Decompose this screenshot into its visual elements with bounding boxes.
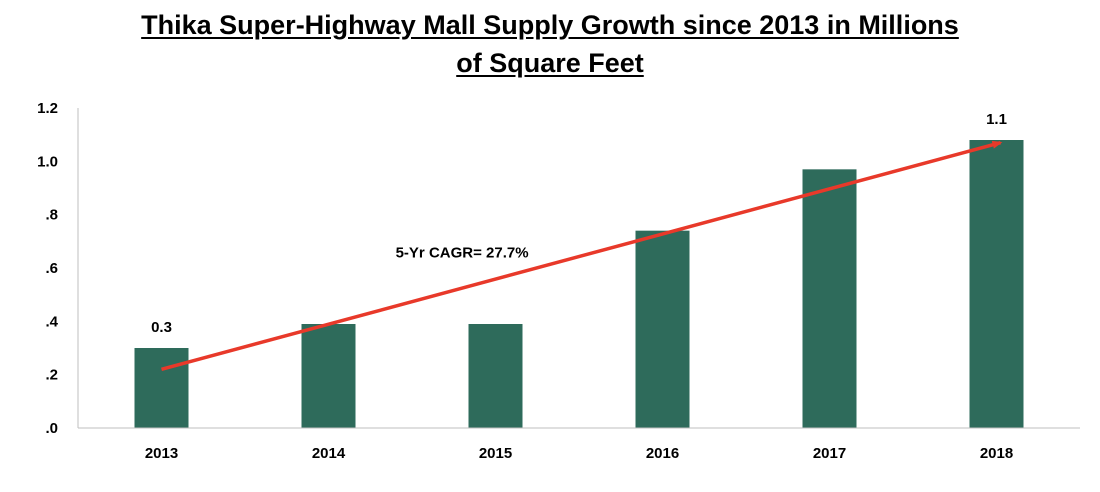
x-axis-ticks: 2013 2014 2015 2016 2017 2018 — [145, 445, 1013, 462]
y-tick-label: .2 — [45, 367, 58, 384]
chart-title-line1: Thika Super-Highway Mall Supply Growth s… — [141, 10, 959, 40]
x-tick-label: 2016 — [646, 445, 679, 462]
bars-layer — [134, 140, 1024, 429]
chart-title: Thika Super-Highway Mall Supply Growth s… — [0, 6, 1100, 82]
y-tick-label: 1.2 — [37, 100, 58, 117]
y-axis-ticks: .0 .2 .4 .6 .8 1.0 1.2 — [37, 100, 59, 437]
bar-2016 — [635, 230, 690, 428]
y-tick-label: .0 — [45, 420, 58, 437]
y-tick-label: 1.0 — [37, 153, 58, 170]
bar-2014 — [301, 324, 356, 428]
chart-title-line2: of Square Feet — [456, 48, 644, 78]
trend-arrow — [161, 140, 1003, 372]
x-tick-label: 2018 — [980, 445, 1013, 462]
bar-2013 — [134, 348, 189, 428]
data-label-2018: 1.1 — [986, 111, 1007, 128]
bar-2015 — [468, 324, 523, 428]
data-label-2013: 0.3 — [151, 319, 172, 336]
bar-2018 — [969, 140, 1024, 428]
y-tick-label: .8 — [45, 207, 58, 224]
x-tick-label: 2017 — [813, 445, 846, 462]
cagr-annotation: 5-Yr CAGR= 27.7% — [396, 244, 529, 261]
y-tick-label: .6 — [45, 260, 58, 277]
y-tick-label: .4 — [45, 313, 58, 330]
x-tick-label: 2014 — [312, 445, 346, 462]
bar-2017 — [802, 169, 857, 429]
data-labels: 0.3 1.1 — [151, 111, 1007, 336]
x-tick-label: 2013 — [145, 445, 178, 462]
x-tick-label: 2015 — [479, 445, 512, 462]
